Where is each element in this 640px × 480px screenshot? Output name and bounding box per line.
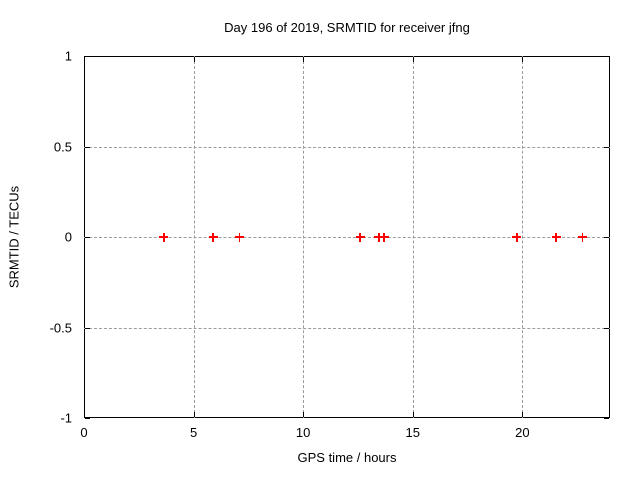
marker-vertical-stroke (515, 232, 518, 242)
gridline-horizontal (84, 237, 610, 238)
y-tick-label: 0 (64, 229, 72, 245)
y-axis-tick (85, 327, 90, 329)
marker-vertical-stroke (359, 232, 362, 242)
y-axis-tick (85, 237, 90, 238)
gridline-horizontal (84, 146, 610, 148)
x-axis-tick (303, 57, 305, 62)
x-axis-tick (303, 412, 305, 417)
data-point-marker (578, 232, 588, 242)
y-axis-tick (85, 418, 90, 419)
x-axis-tick (193, 57, 195, 62)
data-point-marker (355, 232, 365, 242)
x-axis-tick (84, 412, 85, 417)
data-point-marker (159, 232, 169, 242)
data-point-marker (551, 232, 561, 242)
y-axis-tick (85, 146, 90, 148)
y-axis-tick (604, 327, 609, 329)
x-tick-label: 0 (80, 425, 88, 440)
x-tick-label: 15 (405, 425, 420, 440)
chart-title: Day 196 of 2019, SRMTID for receiver jfn… (224, 20, 470, 35)
y-axis-tick (604, 56, 609, 57)
marker-vertical-stroke (581, 232, 584, 242)
y-axis-tick (604, 418, 609, 419)
marker-vertical-stroke (377, 232, 380, 242)
y-axis-tick (85, 56, 90, 57)
x-axis-tick (522, 412, 524, 417)
x-axis-tick (193, 412, 195, 417)
y-axis-tick (604, 237, 609, 238)
y-tick-label: 0.5 (53, 139, 72, 154)
data-point-marker (379, 232, 389, 242)
x-axis-tick (412, 57, 414, 62)
x-axis-label: GPS time / hours (297, 450, 397, 465)
gridline-horizontal (84, 327, 610, 329)
y-axis-tick (604, 146, 609, 148)
x-tick-label: 20 (515, 425, 530, 440)
x-axis-tick (412, 412, 414, 417)
y-tick-label: 1 (64, 48, 72, 64)
y-tick-label: -1 (60, 410, 72, 426)
x-tick-label: 5 (189, 425, 198, 440)
x-axis-tick (522, 57, 524, 62)
data-point-marker (374, 232, 384, 242)
x-axis-tick (84, 57, 85, 62)
marker-vertical-stroke (383, 232, 386, 242)
marker-vertical-stroke (555, 232, 558, 242)
y-tick-label: -0.5 (49, 320, 72, 335)
data-point-marker (235, 232, 245, 242)
x-tick-label: 10 (295, 425, 311, 440)
marker-vertical-stroke (238, 232, 241, 242)
data-point-marker (512, 232, 522, 242)
marker-vertical-stroke (212, 232, 215, 242)
data-point-marker (208, 232, 218, 242)
marker-vertical-stroke (163, 232, 165, 242)
